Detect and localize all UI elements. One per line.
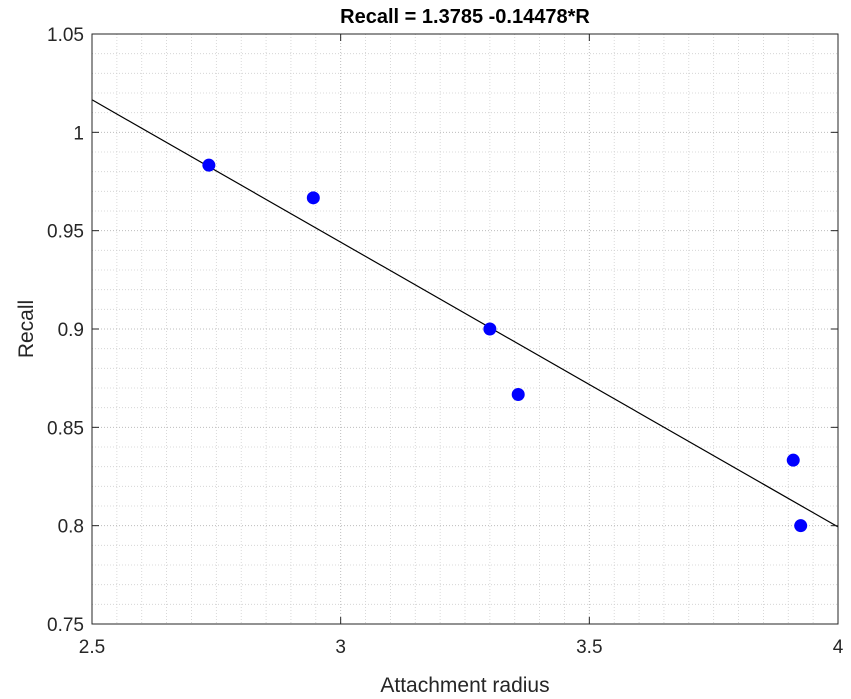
data-point <box>202 159 215 172</box>
y-tick-label: 1 <box>73 123 84 144</box>
data-point <box>483 323 496 336</box>
x-tick-label: 4 <box>833 637 844 658</box>
chart-title: Recall = 1.3785 -0.14478*R <box>340 6 590 28</box>
x-tick-label: 2.5 <box>79 637 105 658</box>
data-point <box>794 519 807 532</box>
x-tick-label: 3 <box>335 637 346 658</box>
y-axis-label: Recall <box>15 300 38 358</box>
y-tick-label: 0.95 <box>47 222 84 243</box>
y-tick-label: 1.05 <box>47 25 84 46</box>
x-tick-label: 3.5 <box>576 637 602 658</box>
y-tick-label: 0.85 <box>47 418 84 439</box>
y-tick-label: 0.9 <box>58 320 84 341</box>
y-tick-label: 0.75 <box>47 615 84 636</box>
x-axis-label: Attachment radius <box>380 674 549 697</box>
data-point <box>512 388 525 401</box>
data-point <box>787 454 800 467</box>
y-tick-label: 0.8 <box>58 517 84 538</box>
data-point <box>307 191 320 204</box>
